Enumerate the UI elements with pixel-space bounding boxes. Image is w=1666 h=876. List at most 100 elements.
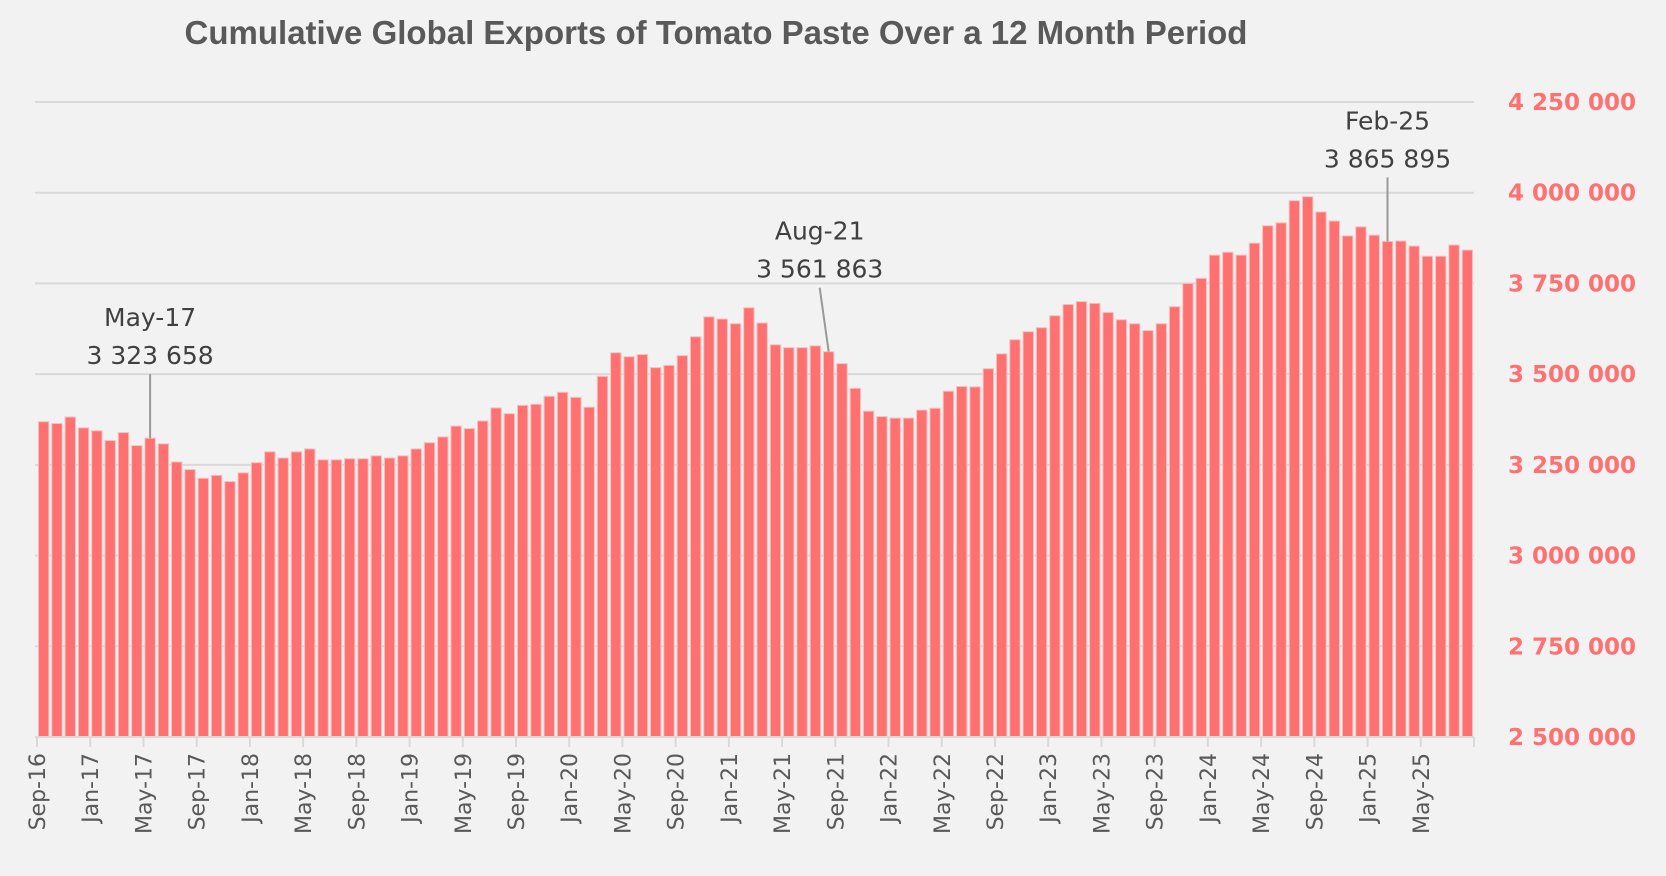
annotations: May-17 3 323 658 Aug-21 3 561 863 Feb-25 3 86… [86,106,1451,439]
bar: Nov-16: 3382000 [64,416,76,738]
bar: Jun-17: 3308000 [157,443,170,738]
bar: Jan-25: 3883000 [1368,234,1380,738]
bar: Aug-19: 3391000 [503,413,516,738]
bar: Apr-18: 3286000 [290,451,303,738]
bar: Sep-19: 3414000 [516,404,529,738]
bar: Sep-21: 3529000 [836,363,848,738]
bar: Jan-24: 3828000 [1208,254,1221,738]
bar: May-23: 3670000 [1102,311,1114,738]
x-axis: Sep-16 Jan-17 May-17 Sep-17 Jan-18 May-18 Sep-… [26,736,1475,834]
x-tick-label: Sep-20 [665,753,690,830]
bar: Aug-17: 3237000 [184,469,196,738]
annotation-leader-line [818,287,830,352]
x-tick-label: Jan-19 [399,753,424,825]
x-tick-label: Jan-18 [239,753,264,825]
bar: Jun-23: 3650000 [1115,319,1128,738]
bar: May-24: 3909000 [1262,225,1274,738]
bar: Sep-16: 3369000 [37,421,50,738]
bar: Nov-24: 3881000 [1341,235,1354,738]
bar: Apr-23: 3695000 [1089,302,1101,738]
bar: Jan-23: 3661000 [1049,315,1061,738]
annotation-value: 3 865 895 [1324,144,1451,173]
bar: Jul-20: 3518000 [650,367,662,738]
bar: Sep-17: 3213000 [197,477,210,738]
annotation-month: Feb-25 [1345,106,1430,135]
bar: Nov-17: 3204000 [224,481,236,738]
bar: Jul-22: 3465000 [969,386,981,738]
bar: Sep-18: 3267000 [357,458,369,738]
bar: Nov-19: 3439000 [543,395,555,738]
bar: Mar-19: 3327000 [437,436,449,738]
bar: Nov-21: 3398000 [862,410,875,738]
bar: May-20: 3548000 [623,356,635,738]
bar: Apr-25: 3853000 [1408,245,1420,738]
y-tick-label: 4 250 000 [1508,90,1636,116]
y-tick-label: 3 250 000 [1508,453,1636,479]
y-tick-label: 4 000 000 [1508,181,1636,207]
bar: Jan-20: 3436000 [570,396,582,738]
bars: Sep-16: 3369000Oct-16: 3364000Nov-16: 33… [37,196,1474,738]
bar: Apr-24: 3861000 [1248,242,1261,738]
bar: Jul-23: 3639000 [1129,323,1141,738]
bar: Dec-21: 3383000 [876,416,888,738]
bar: Apr-21: 3581000 [769,344,782,738]
bar: Mar-21: 3641000 [756,322,768,738]
x-tick-label: Jan-22 [878,753,903,825]
x-tick-label: May-17 [132,753,157,834]
bar: Apr-22: 3406000 [929,407,941,738]
bar: Jan-22: 3379000 [889,417,901,738]
x-tick-label: Jan-17 [79,753,104,825]
x-tick-label: Jan-21 [718,753,743,825]
bar: Apr-17: 3303000 [131,445,143,738]
x-tick-label: Sep-17 [186,753,211,830]
y-tick-label: 3 500 000 [1508,362,1636,388]
bar: Dec-22: 3628000 [1035,327,1048,738]
chart-title: Cumulative Global Exports of Tomato Past… [185,14,1248,51]
x-tick-label: May-24 [1250,753,1275,834]
bar: Jun-22: 3466000 [956,385,968,738]
bar: Mar-18: 3269000 [277,457,289,738]
bar: Aug-23: 3620000 [1142,330,1154,738]
annotation-month: May-17 [104,303,196,332]
bar: Sep-20: 3551000 [676,355,689,738]
bar: Jun-18: 3264000 [317,459,329,738]
bar: Mar-20: 3494000 [596,375,609,738]
bar: Nov-18: 3269000 [383,457,396,738]
bar: Jun-20: 3554000 [636,354,649,738]
bar: Aug-18: 3267000 [343,458,356,738]
bar: Oct-22: 3595000 [1009,339,1021,738]
x-tick-label: Sep-16 [26,753,51,830]
bar: Oct-20: 3603000 [689,336,702,738]
bar: Mar-25: 3867000 [1395,240,1407,738]
bar: Oct-16: 3364000 [51,422,63,738]
bar: May-21: 3573000 [783,347,795,738]
bar: Jul-21: 3578000 [809,345,822,738]
bar: Dec-17: 3228000 [237,472,249,738]
bar: Dec-16: 3352000 [77,427,90,738]
x-tick-label: May-25 [1410,753,1435,834]
y-tick-label: 3 000 000 [1508,544,1636,570]
bar: Oct-21: 3461000 [849,387,861,738]
annotation-value: 3 561 863 [756,255,883,284]
bar: Mar-17: 3339000 [117,432,130,738]
bar: Oct-23: 3686000 [1168,306,1181,738]
bar: Aug-24: 3989000 [1301,196,1314,738]
bar: Feb-23: 3692000 [1062,303,1074,738]
bar: Aug-20: 3524000 [663,364,675,738]
bar: Oct-18: 3275000 [370,455,382,738]
x-tick-label: Sep-21 [824,753,849,830]
bar: Jul-25: 3856000 [1448,244,1460,738]
x-tick-label: Sep-23 [1144,753,1169,830]
y-tick-label: 3 750 000 [1508,271,1636,297]
bar: Nov-20: 3658000 [703,316,715,738]
bar: May-25: 3825000 [1421,255,1434,738]
bar: Oct-24: 3922000 [1328,220,1340,738]
bar: Jan-21: 3639000 [729,323,742,738]
bar: Jun-19: 3371000 [477,420,489,738]
annotation-month: Aug-21 [775,217,865,246]
x-tick-label: Jan-24 [1197,753,1222,825]
bar: Jun-25: 3825000 [1435,255,1447,738]
bar: Dec-20: 3652000 [716,318,728,738]
